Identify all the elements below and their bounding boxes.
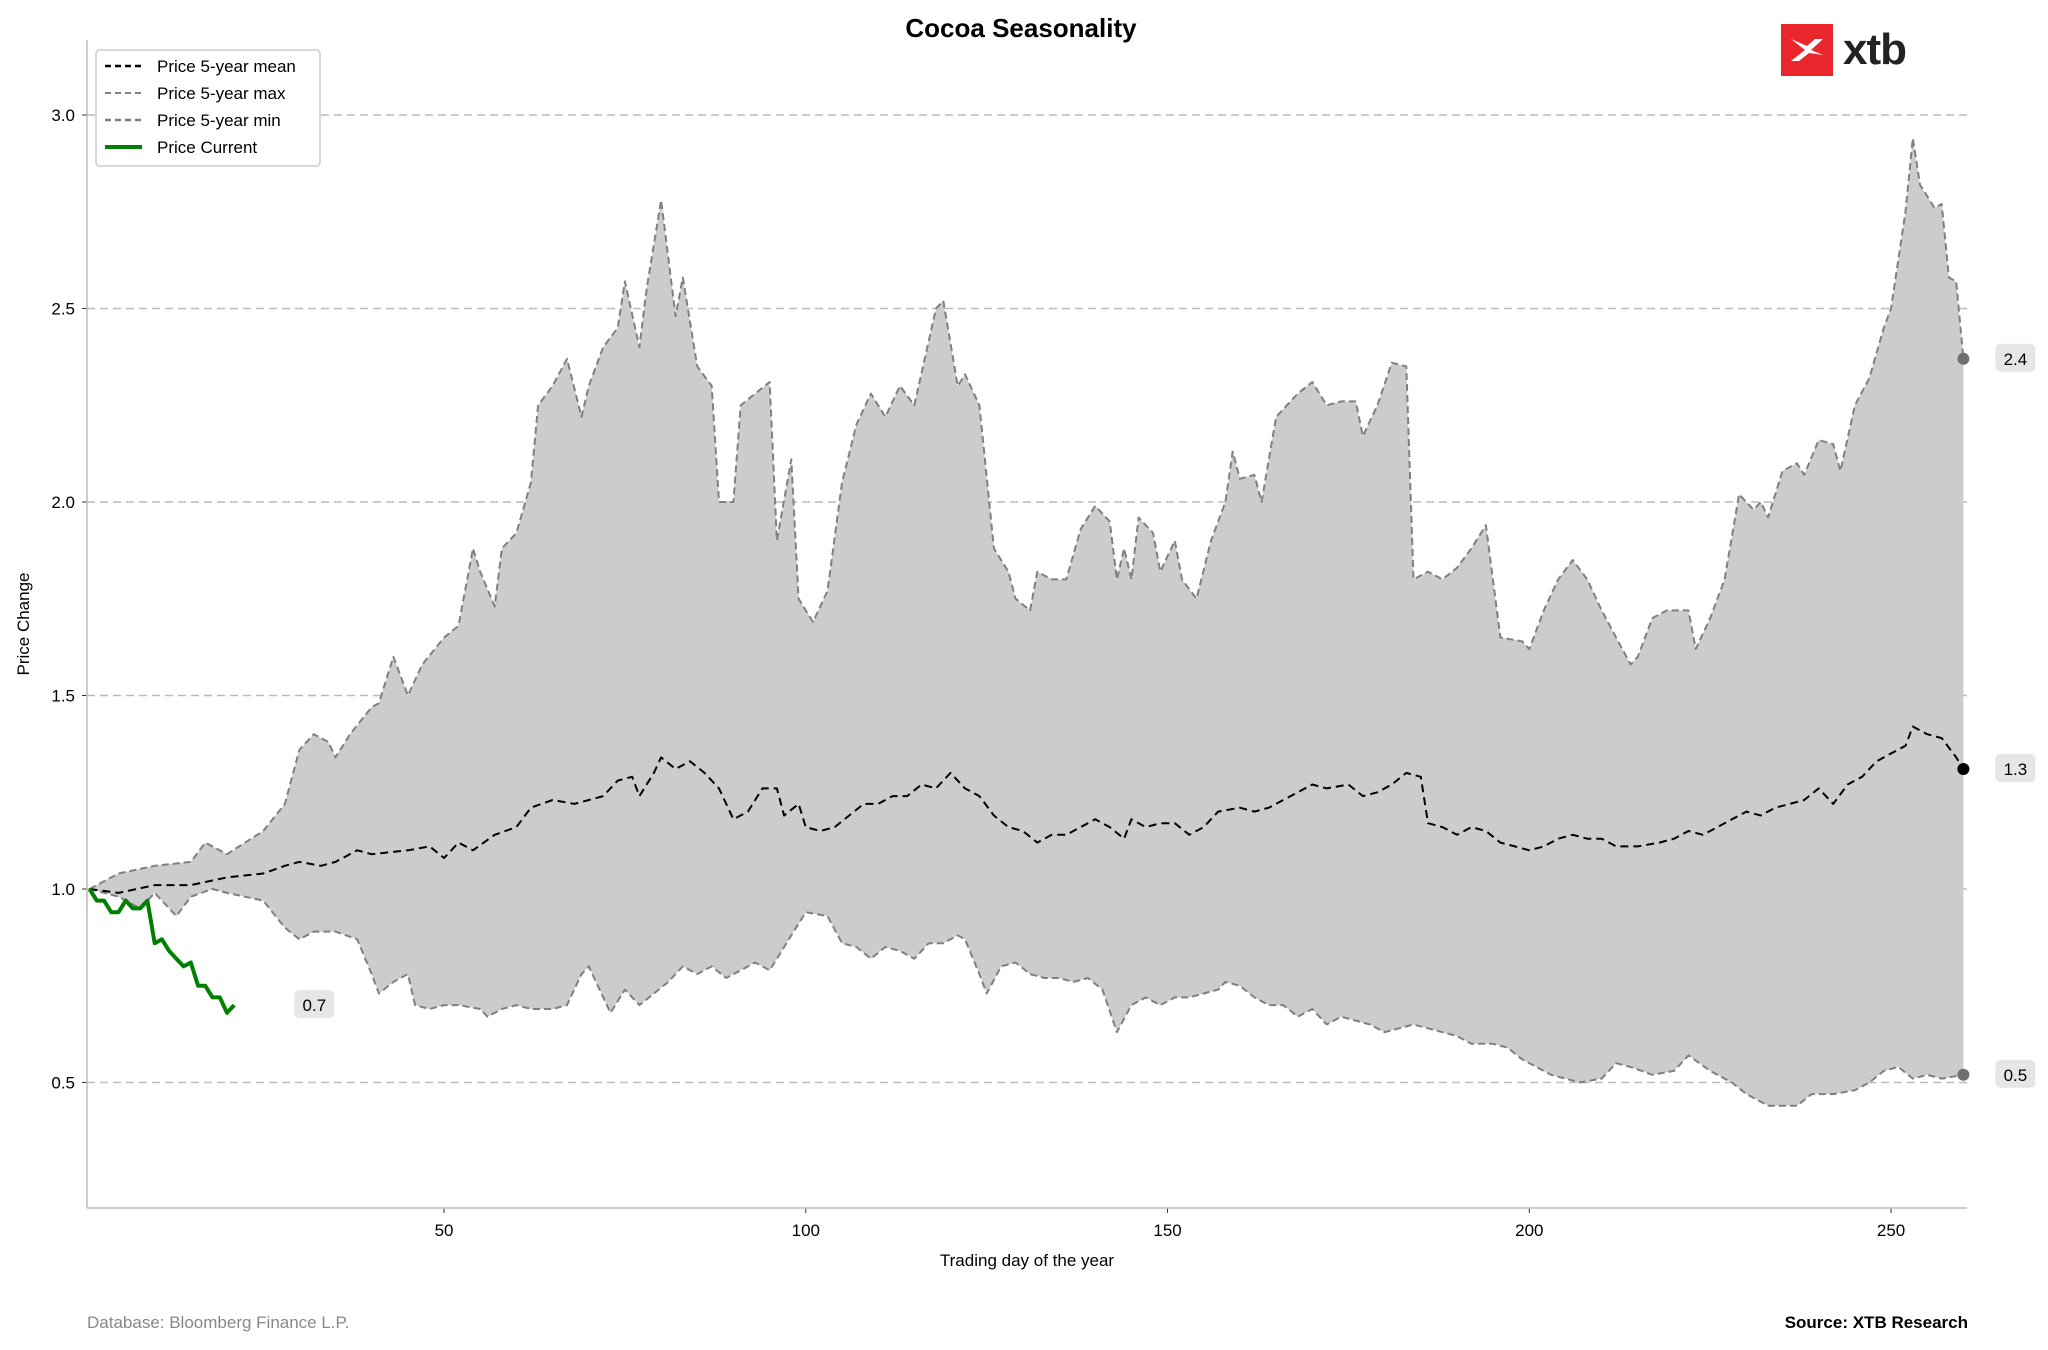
y-tick-label: 3.0 xyxy=(51,106,75,125)
series-line-price-current xyxy=(87,887,236,1015)
value-label: 2.4 xyxy=(2004,350,2028,369)
end-point-marker xyxy=(1957,1068,1970,1081)
value-label-box xyxy=(294,990,335,1019)
value-label-box xyxy=(1995,754,2036,783)
value-label-box xyxy=(1995,1059,2036,1088)
database-note: Database: Bloomberg Finance L.P. xyxy=(87,1313,350,1332)
y-tick-label: 2.5 xyxy=(51,300,75,319)
legend-label: Price 5-year min xyxy=(157,111,281,130)
y-tick-label: 2.0 xyxy=(51,493,75,512)
x-axis-label: Trading day of the year xyxy=(940,1251,1115,1270)
y-axis-label: Price Change xyxy=(14,572,33,675)
x-tick-label: 200 xyxy=(1515,1221,1543,1240)
value-label: 0.5 xyxy=(2004,1066,2028,1085)
series-line-price-5-year-max xyxy=(89,137,1965,890)
x-tick-label: 50 xyxy=(435,1221,454,1240)
y-tick-label: 0.5 xyxy=(51,1074,75,1093)
value-label: 0.7 xyxy=(303,996,327,1015)
value-label-box xyxy=(1995,343,2036,372)
end-point-marker xyxy=(1957,352,1970,365)
series-line-price-5-year-mean xyxy=(89,725,1965,894)
x-tick-label: 250 xyxy=(1877,1221,1905,1240)
end-point-marker xyxy=(1957,763,1970,776)
legend-label: Price 5-year mean xyxy=(157,57,296,76)
logo-text: xtb xyxy=(1843,25,1907,74)
value-label: 1.3 xyxy=(2004,760,2028,779)
legend-box xyxy=(95,49,321,167)
legend-label: Price 5-year max xyxy=(157,84,286,103)
chart-title: Cocoa Seasonality xyxy=(905,13,1137,43)
x-tick-label: 150 xyxy=(1153,1221,1181,1240)
y-tick-label: 1.0 xyxy=(51,880,75,899)
source-note: Source: XTB Research xyxy=(1784,1313,1968,1332)
legend-label: Price Current xyxy=(157,138,257,157)
xtb-x-icon xyxy=(1781,24,1833,76)
x-tick-label: 100 xyxy=(792,1221,820,1240)
series-line-price-5-year-min xyxy=(89,888,1964,1107)
range-fill xyxy=(89,138,1964,1106)
y-tick-label: 1.5 xyxy=(51,687,75,706)
xtb-logo: xtb xyxy=(1781,24,1907,76)
